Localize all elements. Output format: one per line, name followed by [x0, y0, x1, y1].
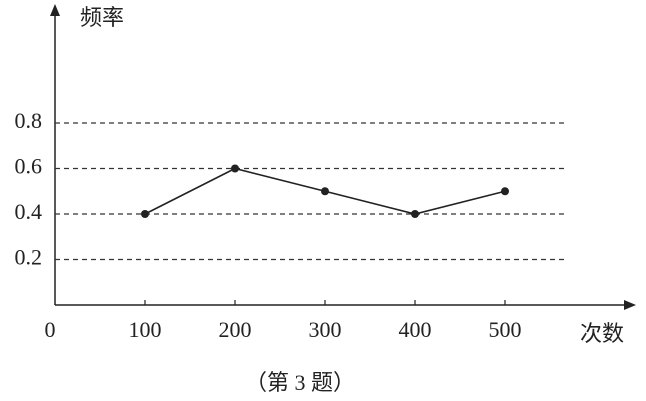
point — [141, 210, 149, 218]
y-axis-label: 频率 — [80, 5, 124, 30]
y-tick-label: 0.8 — [15, 108, 43, 133]
x-tick-label: 0 — [45, 317, 56, 342]
x-tick-label: 300 — [309, 317, 342, 342]
x-tick-label: 200 — [219, 317, 252, 342]
y-axis-arrow — [50, 4, 60, 16]
x-tick-label: 500 — [489, 317, 522, 342]
point — [501, 187, 509, 196]
y-tick-label: 0.2 — [15, 245, 43, 270]
x-axis-label: 次数 — [580, 321, 624, 346]
point — [411, 210, 419, 218]
y-tick-label: 0.4 — [15, 199, 43, 224]
point — [321, 187, 329, 196]
x-axis-arrow — [624, 300, 636, 310]
x-tick-label: 100 — [129, 317, 162, 342]
x-tick-label: 400 — [399, 317, 432, 342]
y-tick-label: 0.6 — [15, 154, 43, 179]
point — [231, 164, 239, 173]
caption: （第 3 题） — [245, 370, 355, 395]
